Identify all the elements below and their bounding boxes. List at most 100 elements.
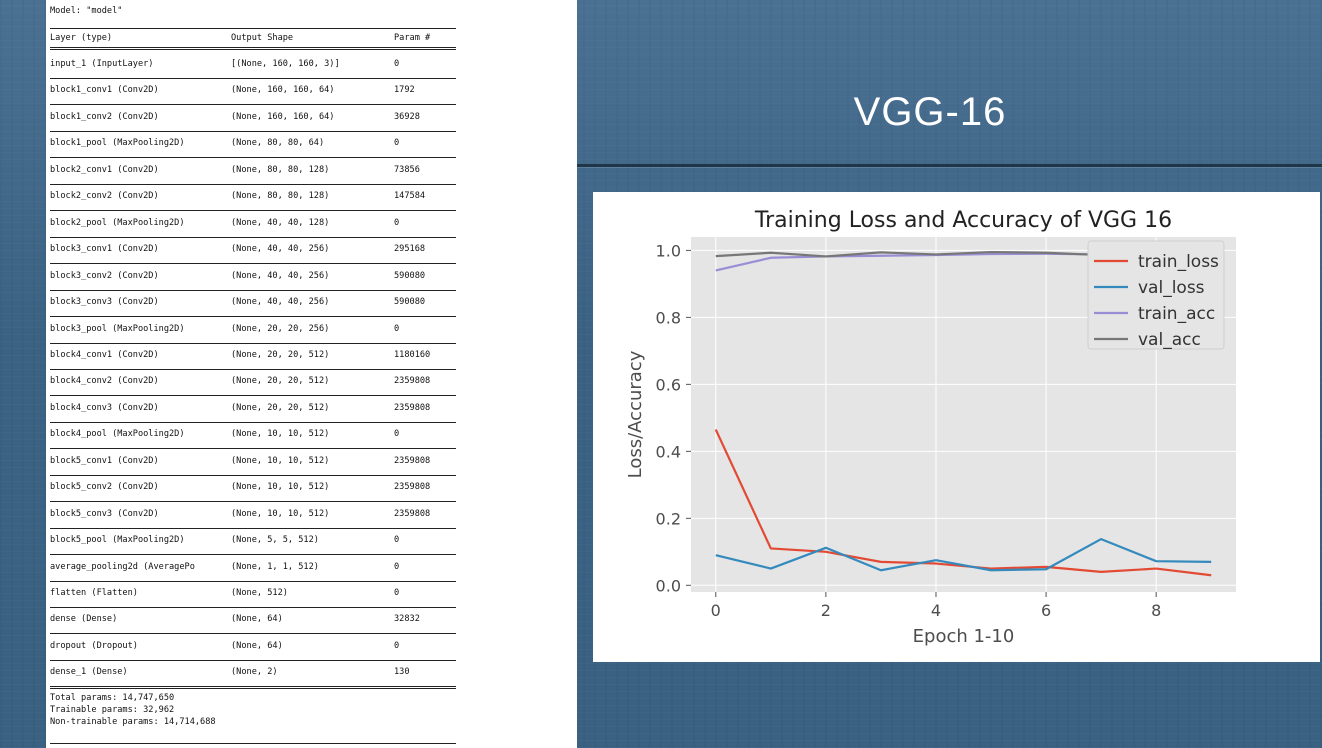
x-tick-label: 6	[1041, 601, 1051, 620]
model-name-line: Model: "model"	[50, 6, 123, 16]
legend-label: train_acc	[1138, 304, 1215, 324]
summary-row: block2_pool (MaxPooling2D) (None, 40, 40,…	[50, 217, 456, 229]
summary-row: block4_conv1 (Conv2D) (None, 20, 20, 512)…	[50, 349, 456, 361]
param-count: 1792	[394, 85, 415, 96]
legend-label: train_loss	[1138, 252, 1219, 272]
layer-name: block4_pool (MaxPooling2D)	[50, 429, 185, 440]
layer-name: block5_pool (MaxPooling2D)	[50, 535, 185, 546]
output-shape: (None, 80, 80, 64)	[231, 138, 325, 149]
layer-name: block4_conv3 (Conv2D)	[50, 402, 159, 413]
layer-name: flatten (Flatten)	[50, 588, 138, 598]
y-tick-label: 0.0	[656, 576, 681, 595]
param-count: 0	[394, 323, 400, 334]
param-count: 2359808	[394, 482, 431, 493]
row-rule	[50, 368, 456, 370]
param-count: 32832	[394, 614, 420, 625]
row-rule	[50, 421, 456, 423]
output-shape: (None, 10, 10, 512)	[231, 482, 330, 493]
summary-row: block2_conv2 (Conv2D) (None, 80, 80, 128)…	[50, 190, 456, 202]
x-tick-label: 0	[711, 601, 721, 620]
summary-row: block3_conv1 (Conv2D) (None, 40, 40, 256)…	[50, 243, 456, 255]
param-count: 590080	[394, 297, 426, 308]
y-tick-label: 0.2	[656, 509, 681, 528]
layer-name: block3_conv2 (Conv2D)	[50, 270, 159, 281]
output-shape: (None, 20, 20, 512)	[231, 349, 330, 360]
output-shape: (None, 160, 160, 64)	[231, 111, 335, 122]
layer-name: input_1 (InputLayer)	[50, 59, 154, 69]
x-tick-label: 8	[1151, 601, 1161, 620]
output-shape: (None, 5, 5, 512)	[231, 535, 319, 546]
layer-name: dense (Dense)	[50, 614, 118, 625]
row-rule	[50, 183, 456, 185]
param-count: 147584	[394, 191, 426, 202]
summary-row: block5_conv3 (Conv2D) (None, 10, 10, 512)…	[50, 508, 456, 520]
param-count: 2359808	[394, 402, 431, 413]
output-shape: (None, 80, 80, 128)	[231, 191, 330, 202]
param-count: 130	[394, 667, 410, 678]
row-rule	[50, 289, 456, 291]
header-param-count: Param #	[394, 33, 431, 43]
title-divider	[577, 164, 1322, 167]
param-count: 0	[394, 588, 400, 598]
output-shape: (None, 64)	[231, 640, 283, 651]
param-count: 2359808	[394, 455, 431, 466]
layer-name: block4_conv2 (Conv2D)	[50, 376, 159, 387]
layer-name: block1_conv2 (Conv2D)	[50, 111, 159, 122]
summary-row: average_pooling2d (AveragePo (None, 1, 1,…	[50, 561, 456, 573]
layer-name: block1_conv1 (Conv2D)	[50, 85, 159, 96]
summary-header-row: Layer (type) Output Shape Param #	[50, 32, 456, 44]
output-shape: (None, 64)	[231, 614, 283, 625]
legend-label: val_loss	[1138, 278, 1205, 298]
layer-name: block4_conv1 (Conv2D)	[50, 349, 159, 360]
y-tick-label: 1.0	[656, 241, 681, 260]
layer-name: average_pooling2d (AveragePo	[50, 561, 195, 572]
summary-row: block5_pool (MaxPooling2D) (None, 5, 5, 5…	[50, 534, 456, 546]
output-shape: (None, 40, 40, 256)	[231, 297, 330, 308]
footer-rule	[50, 742, 456, 744]
param-count: 0	[394, 535, 400, 546]
output-shape: (None, 40, 40, 256)	[231, 244, 330, 255]
row-rule	[50, 448, 456, 450]
output-shape: (None, 512)	[231, 588, 288, 598]
param-count: 36928	[394, 111, 420, 122]
output-shape: (None, 40, 40, 128)	[231, 217, 330, 228]
param-count: 0	[394, 429, 400, 440]
output-shape: [(None, 160, 160, 3)]	[231, 59, 340, 69]
row-rule	[50, 157, 456, 159]
header-output-shape: Output Shape	[231, 33, 294, 43]
row-rule	[50, 104, 456, 106]
summary-row: block5_conv1 (Conv2D) (None, 10, 10, 512)…	[50, 455, 456, 467]
param-count: 0	[394, 217, 400, 228]
line-chart: 0 2 4 6 8 0.0 0.2 0.4 0.6 0.8 1.0 Training Loss an…	[625, 208, 1236, 647]
param-count: 590080	[394, 270, 426, 281]
summary-row: block1_pool (MaxPooling2D) (None, 80, 80,…	[50, 137, 456, 149]
summary-row: dropout (Dropout) (None, 64) 0	[50, 640, 456, 652]
layer-name: block5_conv2 (Conv2D)	[50, 482, 159, 493]
param-count: 0	[394, 640, 400, 651]
output-shape: (None, 80, 80, 128)	[231, 164, 330, 175]
summary-row: dense (Dense) (None, 64) 32832	[50, 613, 456, 625]
y-tick-label: 0.4	[656, 442, 681, 461]
summary-row: flatten (Flatten) (None, 512) 0	[50, 587, 456, 599]
row-rule	[50, 236, 456, 238]
output-shape: (None, 2)	[231, 667, 278, 678]
param-count: 73856	[394, 164, 420, 175]
summary-row: block1_conv2 (Conv2D) (None, 160, 160, 64…	[50, 111, 456, 123]
layer-name: block2_conv1 (Conv2D)	[50, 164, 159, 175]
param-count: 2359808	[394, 376, 431, 387]
row-rule	[50, 607, 456, 608]
chart-card: 0 2 4 6 8 0.0 0.2 0.4 0.6 0.8 1.0 Training Loss an…	[593, 192, 1320, 662]
row-rule	[50, 527, 456, 529]
layer-name: block5_conv1 (Conv2D)	[50, 455, 159, 466]
output-shape: (None, 20, 20, 512)	[231, 376, 330, 387]
row-rule	[50, 501, 456, 503]
summary-row: block4_conv2 (Conv2D) (None, 20, 20, 512)…	[50, 375, 456, 387]
param-count: 0	[394, 59, 400, 69]
y-tick-label: 0.8	[656, 308, 681, 327]
param-count: 1180160	[394, 349, 431, 360]
non-trainable-params: Non-trainable params: 14,714,688	[50, 716, 216, 727]
output-shape: (None, 160, 160, 64)	[231, 85, 335, 96]
grid-lines	[691, 237, 1236, 592]
axis-ticks: 0 2 4 6 8 0.0 0.2 0.4 0.6 0.8 1.0	[656, 241, 1162, 620]
series-line-val-loss	[715, 537, 1212, 572]
